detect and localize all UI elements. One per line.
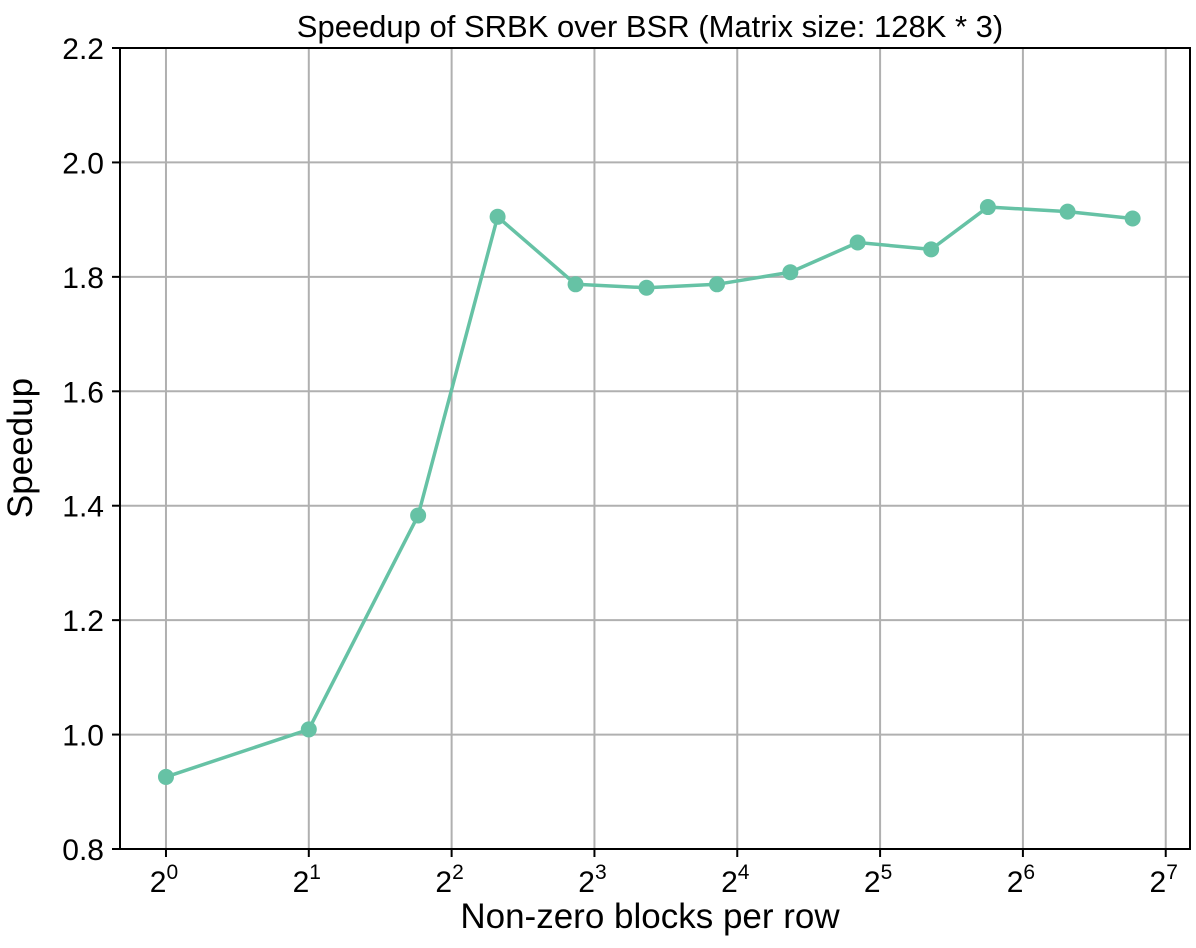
x-tick-exponent: 5 [881,861,893,884]
y-tick-label: 0.8 [62,834,104,867]
data-point [782,264,799,281]
x-tick-label: 22 [435,861,463,899]
x-tick-label: 24 [721,861,750,899]
y-tick-label: 2.2 [62,33,104,66]
x-tick-exponent: 0 [166,861,178,884]
data-point [638,279,655,296]
x-tick-base: 2 [1007,866,1024,899]
data-point [410,507,427,524]
x-tick-base: 2 [293,866,310,899]
data-point [300,721,317,738]
y-tick-label: 2.0 [62,147,104,180]
x-tick-base: 2 [864,866,881,899]
data-point [157,768,174,785]
x-tick-base: 2 [150,866,167,899]
data-point [849,234,866,251]
chart-title: Speedup of SRBK over BSR (Matrix size: 1… [297,9,1003,44]
x-tick-label: 26 [1007,861,1035,899]
x-tick-label: 25 [864,861,892,899]
series-layer [157,199,1141,785]
x-tick-base: 2 [1150,866,1167,899]
y-tick-label: 1.0 [62,720,104,753]
y-tick-label: 1.6 [62,376,104,409]
x-tick-exponent: 2 [452,861,464,884]
x-tick-base: 2 [578,866,595,899]
data-point [923,241,940,258]
data-point [489,208,506,225]
data-point [708,276,725,293]
grid [120,47,1190,850]
data-point [1059,203,1076,220]
x-tick-exponent: 3 [595,861,607,884]
data-point [1124,210,1141,227]
x-axis-label: Non-zero blocks per row [460,897,840,936]
x-tick-label: 20 [150,861,178,899]
x-tick-exponent: 4 [738,861,750,884]
data-point [979,199,996,216]
x-tick-exponent: 1 [309,861,321,884]
x-tick-base: 2 [435,866,452,899]
x-tick-exponent: 6 [1023,861,1035,884]
x-tick-base: 2 [721,866,738,899]
plot-frame [119,47,1191,850]
y-axis-label: Speedup [1,378,40,518]
x-tick-label: 21 [293,861,321,899]
x-tick-exponent: 7 [1166,861,1178,884]
data-point [567,276,584,293]
axis-ticks: 20 21 22 23 24 25 26 270.81.01.21.41.61.82.02.2 [62,33,1178,899]
y-tick-label: 1.4 [62,491,104,524]
x-tick-label: 27 [1150,861,1178,899]
y-tick-label: 1.8 [62,262,104,295]
x-tick-label: 23 [578,861,606,899]
y-tick-label: 1.2 [62,605,104,638]
